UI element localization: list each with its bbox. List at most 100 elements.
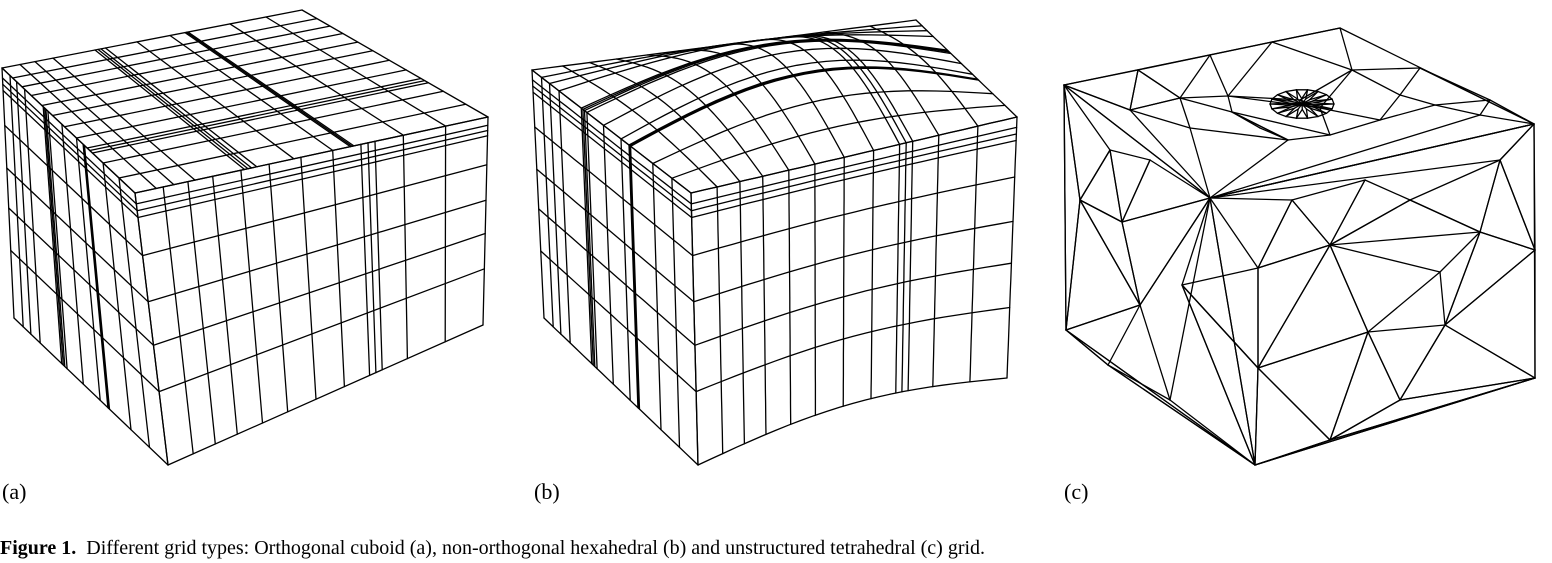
grid-line <box>34 60 175 186</box>
grid-line <box>8 207 155 346</box>
mesh-edge <box>1305 108 1319 118</box>
grid-curve <box>532 91 693 219</box>
mesh-edge <box>1129 109 1211 199</box>
grid-curve <box>588 61 741 183</box>
mesh-edge <box>1227 95 1233 113</box>
mesh-edge <box>1109 149 1151 161</box>
mesh-edge <box>1329 399 1401 441</box>
grid-line <box>51 50 374 117</box>
mesh-edge <box>1331 98 1335 105</box>
grid-curve <box>691 176 1016 257</box>
grid-line <box>136 41 295 160</box>
grid-curve <box>586 40 952 114</box>
mesh-edge <box>1351 67 1421 71</box>
grid-line <box>47 110 68 370</box>
mesh-edge <box>1129 97 1181 111</box>
mesh-edge <box>1291 199 1331 246</box>
grid-line <box>83 144 111 410</box>
mesh-edge <box>1313 102 1335 105</box>
mesh-edge <box>1479 159 1501 233</box>
grid-line <box>586 111 598 370</box>
mesh-edge <box>1189 127 1211 199</box>
mesh-edge <box>1257 244 1331 369</box>
mesh-edge <box>1209 123 1535 199</box>
mesh-edge <box>1079 199 1123 223</box>
mesh-edge <box>1331 103 1335 110</box>
grid-line <box>629 144 640 410</box>
mesh-edge <box>1295 108 1299 119</box>
grid-curve <box>652 90 994 165</box>
mesh-edge <box>1271 94 1279 100</box>
grid-curve <box>536 168 695 303</box>
grid-curve <box>777 36 901 146</box>
grid-line <box>4 124 144 257</box>
mesh-edge <box>1179 97 1233 113</box>
panel-label-b: (b) <box>534 479 560 504</box>
mesh-edge <box>1271 98 1293 103</box>
grid-line <box>61 123 84 385</box>
grid-curve <box>646 54 790 171</box>
mesh-edge <box>1181 267 1259 286</box>
grid-curve <box>690 133 1018 212</box>
mesh-edge <box>1063 84 1081 201</box>
grid-line <box>301 9 489 118</box>
grid-curve <box>583 39 950 112</box>
mesh-edge <box>1325 94 1333 100</box>
grid-curve <box>788 169 792 425</box>
mesh-edge <box>1287 134 1331 141</box>
grid-curve <box>716 186 724 455</box>
mesh-edge <box>1189 127 1289 141</box>
grid-line <box>374 140 383 371</box>
grid-line <box>300 156 317 400</box>
mesh-edge <box>1254 377 1536 466</box>
grid-line <box>45 108 66 368</box>
grid-line <box>86 77 422 149</box>
mesh-edge <box>1129 109 1191 129</box>
grid-line <box>628 144 639 409</box>
grid-line <box>135 124 489 205</box>
mesh-edge <box>1533 123 1536 251</box>
mesh-edge <box>1285 107 1296 118</box>
mesh-edge <box>1301 103 1308 110</box>
grid-line <box>212 175 238 435</box>
mesh-edge <box>1179 54 1211 99</box>
figure-number: Figure 1. <box>0 537 77 559</box>
grid-curve <box>746 38 875 152</box>
mesh-edge <box>1227 41 1273 97</box>
grid-line <box>1 9 303 69</box>
mesh-edge <box>1254 439 1331 466</box>
grid-line <box>30 32 344 97</box>
grid-curve <box>532 85 693 212</box>
grid-curve <box>739 180 746 445</box>
mesh-edge <box>1257 367 1331 441</box>
mesh-edge <box>1139 304 1171 401</box>
mesh-edge <box>1107 364 1256 466</box>
mesh-edge <box>1306 115 1319 119</box>
grid-line <box>141 164 488 257</box>
grid-line <box>83 144 110 410</box>
mesh-edge <box>1479 114 1535 125</box>
mesh-edge <box>1329 231 1481 246</box>
mesh-edge <box>1181 284 1259 369</box>
orthogonal-cuboid-grid <box>1 9 489 466</box>
mesh-edge <box>1367 271 1441 333</box>
mesh-edge <box>1444 249 1536 326</box>
mesh-edge <box>1305 89 1309 100</box>
grid-line <box>10 249 160 393</box>
mesh-edge <box>1295 89 1303 100</box>
mesh-edge <box>1319 107 1381 121</box>
grid-line <box>102 90 445 164</box>
grid-line <box>162 186 194 455</box>
grid-line <box>629 145 641 410</box>
grid-curve <box>620 59 974 140</box>
mesh-edge <box>1379 94 1401 121</box>
mesh-edge <box>1181 197 1211 286</box>
grid-line <box>265 16 447 127</box>
mesh-edge <box>1231 111 1289 141</box>
grid-line <box>118 177 151 449</box>
mesh-edge <box>1329 244 1441 273</box>
mesh-edge <box>1179 97 1191 129</box>
grid-curve <box>690 116 1018 194</box>
grid-line <box>23 88 41 344</box>
grid-curve <box>695 306 1011 393</box>
